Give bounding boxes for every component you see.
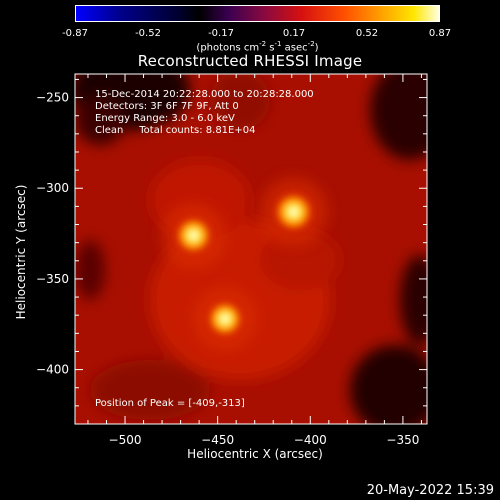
colorbar-tick-label: -0.87 bbox=[62, 28, 88, 39]
source-3 bbox=[194, 287, 257, 350]
colorbar-tick-label: -0.17 bbox=[208, 28, 234, 39]
colorbar-tick-label: -0.52 bbox=[135, 28, 161, 39]
x-tick-label: −500 bbox=[109, 433, 142, 447]
annotation-time-range: 15-Dec-2014 20:22:28.000 to 20:28:28.000 bbox=[95, 89, 314, 100]
y-tick-label: −400 bbox=[36, 363, 69, 377]
annotation-peak-position: Position of Peak = [-409,-313] bbox=[95, 398, 245, 409]
colorbar-tick-label: 0.87 bbox=[428, 28, 452, 39]
image-area bbox=[75, 74, 427, 424]
y-tick-label: −300 bbox=[36, 181, 69, 195]
annotation-detectors: Detectors: 3F 6F 7F 9F, Att 0 bbox=[95, 101, 239, 112]
y-tick-label: −350 bbox=[36, 272, 69, 286]
y-tick-label: −250 bbox=[36, 91, 69, 105]
x-axis-label: Heliocentric X (arcsec) bbox=[187, 447, 323, 461]
colorbar-units: (photons cm-2 s-1 asec-2) bbox=[196, 40, 319, 54]
chart-title: Reconstructed RHESSI Image bbox=[137, 52, 363, 70]
source-2 bbox=[161, 203, 226, 268]
x-tick-label: −350 bbox=[386, 433, 419, 447]
sources-layer bbox=[161, 178, 328, 350]
annotation-energy-range: Energy Range: 3.0 - 6.0 keV bbox=[95, 113, 235, 124]
colorbar-tick-label: 0.52 bbox=[355, 28, 379, 39]
annotation-counts: Clean Total counts: 8.81E+04 bbox=[95, 125, 256, 136]
source-1 bbox=[259, 178, 328, 246]
colorbar bbox=[75, 5, 440, 22]
x-tick-label: −450 bbox=[201, 433, 234, 447]
y-axis-label: Heliocentric Y (arcsec) bbox=[14, 184, 28, 320]
y-axis: −250 −300 −350 −400 bbox=[36, 78, 427, 407]
x-axis: −500 −450 −400 −350 bbox=[87, 74, 422, 447]
colorbar-tick-label: 0.17 bbox=[282, 28, 306, 39]
date-stamp: 20-May-2022 15:39 bbox=[366, 483, 494, 498]
plot-frame bbox=[74, 73, 428, 425]
x-tick-label: −400 bbox=[294, 433, 327, 447]
diffuse-emission bbox=[75, 74, 427, 424]
